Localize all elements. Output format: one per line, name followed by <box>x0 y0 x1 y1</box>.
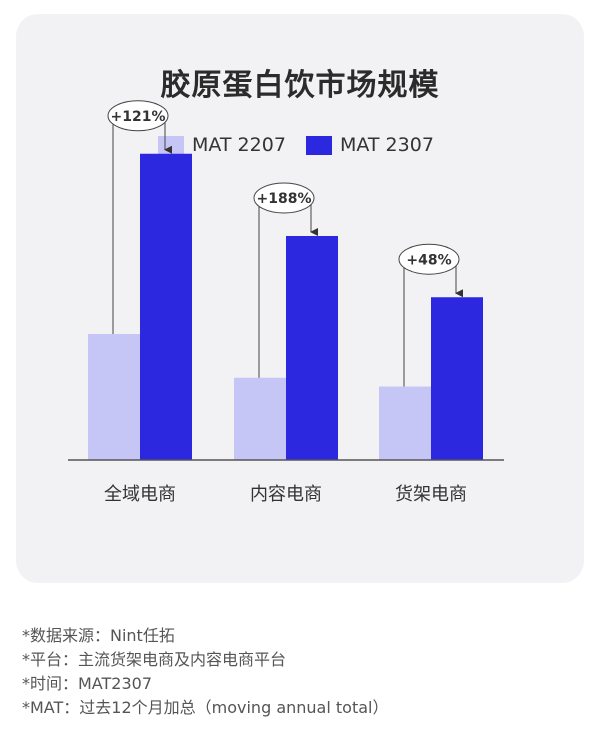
legend-label-series-1: MAT 2207 <box>192 134 286 156</box>
growth-label-2: +188% <box>257 191 312 207</box>
growth-label-1: +121% <box>111 109 166 125</box>
growth-badge-3 <box>398 243 460 275</box>
footnote-platform: *平台：主流货架电商及内容电商平台 <box>22 650 287 669</box>
growth-badge-2 <box>253 182 315 214</box>
category-label-3: 货架电商 <box>395 484 467 505</box>
bar-mat-2207-3 <box>379 386 431 460</box>
footnote-time: *时间：MAT2307 <box>22 674 153 693</box>
growth-badge-1 <box>107 100 169 132</box>
category-label-2: 内容电商 <box>250 484 322 505</box>
chart-title: 胶原蛋白饮市场规模 <box>160 68 440 103</box>
footnote-mat: *MAT：过去12个月加总（moving annual total） <box>22 698 389 717</box>
growth-label-3: +48% <box>406 252 451 268</box>
legend-item-series-2: MAT 2307 <box>306 134 434 156</box>
bar-mat-2207-1 <box>88 334 140 460</box>
legend-label-series-2: MAT 2307 <box>340 134 434 156</box>
bar-mat-2307-2 <box>286 236 338 460</box>
legend: MAT 2207 MAT 2307 <box>0 134 600 160</box>
bar-mat-2207-2 <box>234 377 286 460</box>
legend-swatch-series-2 <box>306 135 332 155</box>
bar-mat-2307-1 <box>140 153 192 460</box>
bar-chart: +121% 全域电商 +188% 内容电商 +48% 货架电商 <box>68 100 504 505</box>
category-label-1: 全域电商 <box>104 484 176 505</box>
bar-mat-2307-3 <box>431 297 483 460</box>
footnotes: *数据来源：Nint任拓 *平台：主流货架电商及内容电商平台 *时间：MAT23… <box>22 624 388 720</box>
footnote-source: *数据来源：Nint任拓 <box>22 626 175 645</box>
